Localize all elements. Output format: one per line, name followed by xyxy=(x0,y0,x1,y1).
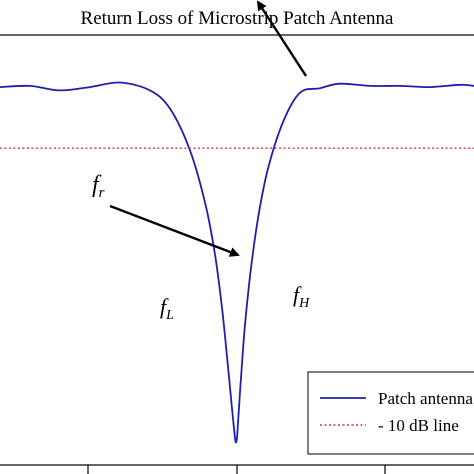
fl-annotation: fL xyxy=(160,294,174,323)
title-arrow xyxy=(256,0,308,77)
fh-annotation: fH xyxy=(293,282,310,311)
series-line-patch-antenna xyxy=(0,81,474,444)
series-layer xyxy=(0,81,474,444)
fr-arrow xyxy=(109,204,240,257)
chart-title: Return Loss of Microstrip Patch Antenna xyxy=(81,8,394,29)
legend-label-patch-antenna: Patch antenna xyxy=(378,389,473,408)
legend-box xyxy=(307,371,474,455)
x-axis-ticks xyxy=(87,465,386,474)
legend-label-10db-line: - 10 dB line xyxy=(378,416,459,435)
legend: Patch antenna - 10 dB line xyxy=(307,371,474,455)
fr-annotation: fr xyxy=(92,172,105,201)
